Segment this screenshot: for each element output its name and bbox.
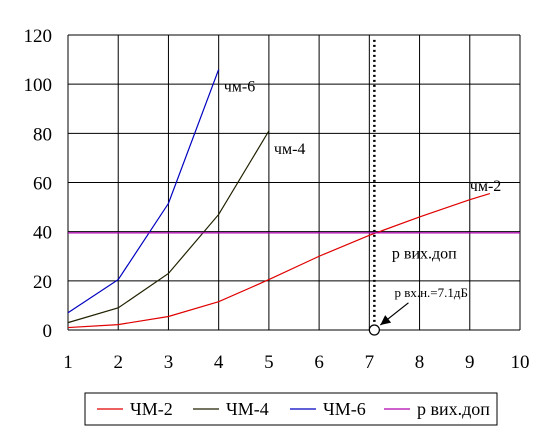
curve-label: чм-4 — [274, 141, 306, 158]
marker-label: р вх.н.=7.1дБ — [394, 285, 468, 300]
x-tick-label: 6 — [314, 352, 324, 373]
x-tick-label: 2 — [113, 352, 123, 373]
x-tick-label: 1 — [63, 352, 73, 373]
series-line-3 — [67, 69, 220, 314]
legend-label: ЧМ-4 — [226, 399, 269, 419]
curve-labels: чм-6 чм-4 чм-2 р вих.доп — [224, 79, 502, 263]
x-axis-ticks: 1 2 3 4 5 6 7 8 9 10 — [63, 352, 529, 373]
marker: р вх.н.=7.1дБ — [368, 39, 468, 336]
y-tick-label: 60 — [33, 174, 52, 195]
curve-label: р вих.доп — [392, 246, 457, 263]
legend-label: ЧМ-2 — [130, 399, 173, 419]
y-tick-label: 80 — [33, 124, 52, 145]
x-tick-label: 3 — [164, 352, 174, 373]
legend-label: р вих.доп — [417, 399, 490, 419]
series-line-1 — [67, 192, 491, 329]
legend: ЧМ-2 ЧМ-4 ЧМ-6 р вих.доп — [84, 392, 498, 426]
x-tick-label: 4 — [214, 352, 224, 373]
marker-point — [368, 324, 380, 336]
x-tick-label: 10 — [511, 352, 530, 373]
y-tick-label: 40 — [33, 223, 52, 244]
curve-label: чм-2 — [470, 178, 502, 195]
y-tick-label: 20 — [33, 272, 52, 293]
curve-label: чм-6 — [224, 79, 256, 96]
legend-label: ЧМ-6 — [323, 399, 366, 419]
y-axis-ticks: 0 20 40 60 80 100 120 — [24, 26, 53, 342]
grid — [67, 34, 521, 331]
x-tick-label: 7 — [365, 352, 375, 373]
y-tick-label: 120 — [24, 26, 53, 47]
series-line-2 — [67, 130, 270, 324]
marker-arrowhead — [380, 315, 392, 325]
series-layer — [67, 69, 520, 329]
y-tick-label: 0 — [43, 321, 53, 342]
x-tick-label: 9 — [465, 352, 475, 373]
y-tick-label: 100 — [24, 75, 53, 96]
x-tick-label: 8 — [415, 352, 425, 373]
x-tick-label: 5 — [264, 352, 274, 373]
